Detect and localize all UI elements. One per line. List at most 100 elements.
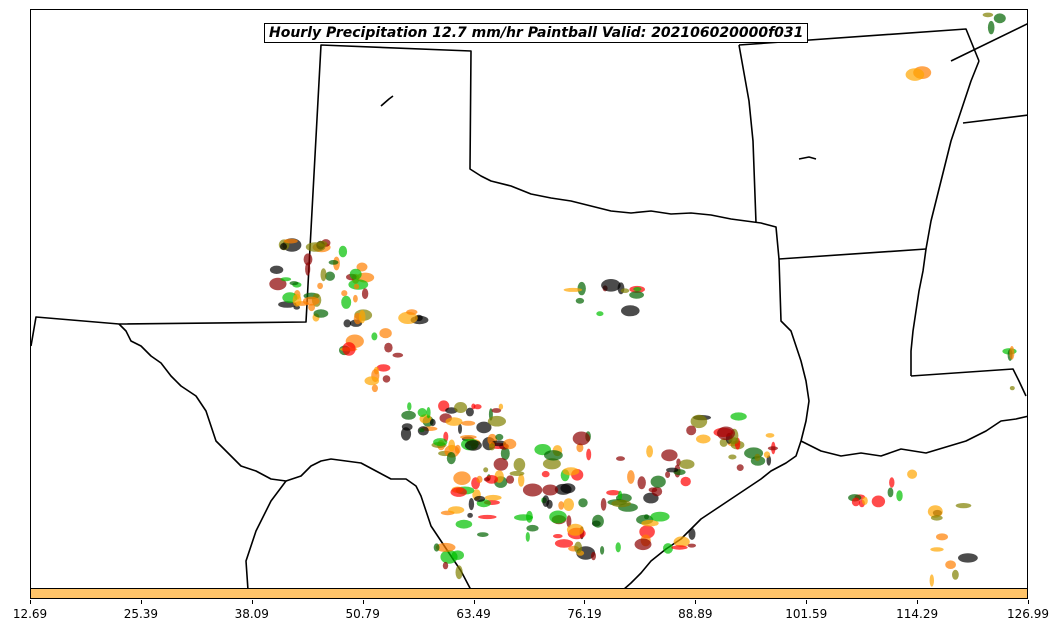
precip-blob <box>639 525 655 539</box>
precip-blob <box>401 410 416 420</box>
precip-blob <box>448 439 456 452</box>
colorbar-tick <box>473 600 475 604</box>
border-arkansas-south <box>778 248 927 260</box>
precip-blob <box>982 12 994 18</box>
precip-blob <box>488 443 495 451</box>
precip-blob <box>343 319 352 328</box>
coastline-louisiana <box>800 415 1027 457</box>
precip-blob <box>615 542 621 553</box>
colorbar-tick <box>584 600 586 604</box>
precip-blob <box>526 510 533 523</box>
precip-blob <box>278 301 297 308</box>
precip-blob <box>736 464 744 471</box>
precip-blob <box>592 514 604 528</box>
map-panel: Hourly Precipitation 12.7 mm/hr Paintbal… <box>30 9 1028 589</box>
precip-blob <box>554 539 574 548</box>
precip-blob <box>945 560 956 569</box>
precip-blob <box>661 449 678 462</box>
colorbar-tick <box>1028 600 1029 604</box>
precip-blob <box>620 288 630 294</box>
precip-blob <box>633 287 642 292</box>
precip-blob <box>407 402 412 411</box>
precip-blob <box>616 456 625 461</box>
precip-blob <box>767 446 779 451</box>
precip-blob <box>376 364 391 372</box>
colorbar-tick-label: 63.49 <box>456 607 491 621</box>
precip-blob <box>541 470 550 478</box>
precip-blob <box>650 511 670 522</box>
precip-blob <box>461 420 476 426</box>
precip-blob <box>483 477 490 482</box>
precip-blob <box>353 294 358 303</box>
precip-blob <box>572 431 591 446</box>
colorbar-tick-label: 38.09 <box>234 607 269 621</box>
precip-blob <box>371 332 378 341</box>
precip-blob <box>542 458 561 470</box>
precip-blob <box>542 484 559 496</box>
precip-blob <box>563 287 583 292</box>
colorbar-tick-label: 126.99 <box>1007 607 1049 621</box>
precip-blob <box>328 260 339 265</box>
precip-blob <box>566 515 572 528</box>
precip-blob <box>447 506 465 514</box>
precip-blob <box>487 415 506 427</box>
precip-blob <box>325 271 335 281</box>
precip-blob <box>728 454 737 460</box>
precip-blob <box>648 487 658 493</box>
precip-blob <box>1009 346 1015 360</box>
border-texas-west <box>31 44 810 442</box>
precip-blob <box>471 403 476 410</box>
precip-blob <box>491 408 502 413</box>
precip-blob <box>851 497 861 507</box>
precip-blob <box>474 495 486 502</box>
precip-blob <box>392 352 404 358</box>
precip-blob <box>546 499 553 509</box>
precip-blob <box>303 253 313 266</box>
precip-blob <box>958 553 978 563</box>
precip-blob <box>576 443 584 453</box>
precip-blob <box>382 375 391 383</box>
precip-blob <box>687 543 696 548</box>
colorbar-tick-label: 88.89 <box>678 607 713 621</box>
precip-blob <box>477 532 489 537</box>
colorbar-tick <box>251 600 253 604</box>
precip-blob <box>930 547 944 552</box>
precip-blob <box>611 499 631 508</box>
precip-blob <box>493 457 509 471</box>
precip-blob <box>763 451 771 459</box>
precip-blob <box>364 376 380 386</box>
precip-blob <box>927 505 943 518</box>
precip-blob <box>455 519 473 529</box>
precip-blob <box>600 498 607 511</box>
precip-blob <box>544 450 563 461</box>
precip-blob <box>283 238 298 244</box>
precip-blob <box>562 467 580 476</box>
colorbar-tick-label: 76.19 <box>567 607 602 621</box>
precip-blob <box>887 487 894 498</box>
precip-blob <box>650 475 666 488</box>
colorbar-tick <box>362 600 364 604</box>
precip-blob <box>302 296 320 306</box>
precip-blob <box>269 277 287 291</box>
precip-blob <box>600 546 605 555</box>
colorbar-tick-label: 101.59 <box>785 607 828 621</box>
precip-blob <box>563 498 574 511</box>
precip-blob <box>549 510 567 524</box>
precip-blob <box>338 245 348 258</box>
precip-blob <box>955 503 972 509</box>
precip-blob <box>292 293 302 307</box>
precip-blob <box>342 342 356 356</box>
map-title: Hourly Precipitation 12.7 mm/hr Paintbal… <box>264 23 809 43</box>
precip-blob <box>629 291 644 299</box>
precip-blob <box>591 551 596 561</box>
precip-blob <box>696 434 711 444</box>
precip-blob <box>503 438 517 450</box>
precip-blob <box>478 514 497 520</box>
colorbar-tick <box>806 600 808 604</box>
lake-1 <box>380 95 394 107</box>
precip-blob <box>484 494 502 501</box>
precip-blob <box>400 427 412 441</box>
precip-blob <box>398 311 418 324</box>
precip-blob <box>453 471 471 486</box>
precip-blob <box>435 542 456 552</box>
